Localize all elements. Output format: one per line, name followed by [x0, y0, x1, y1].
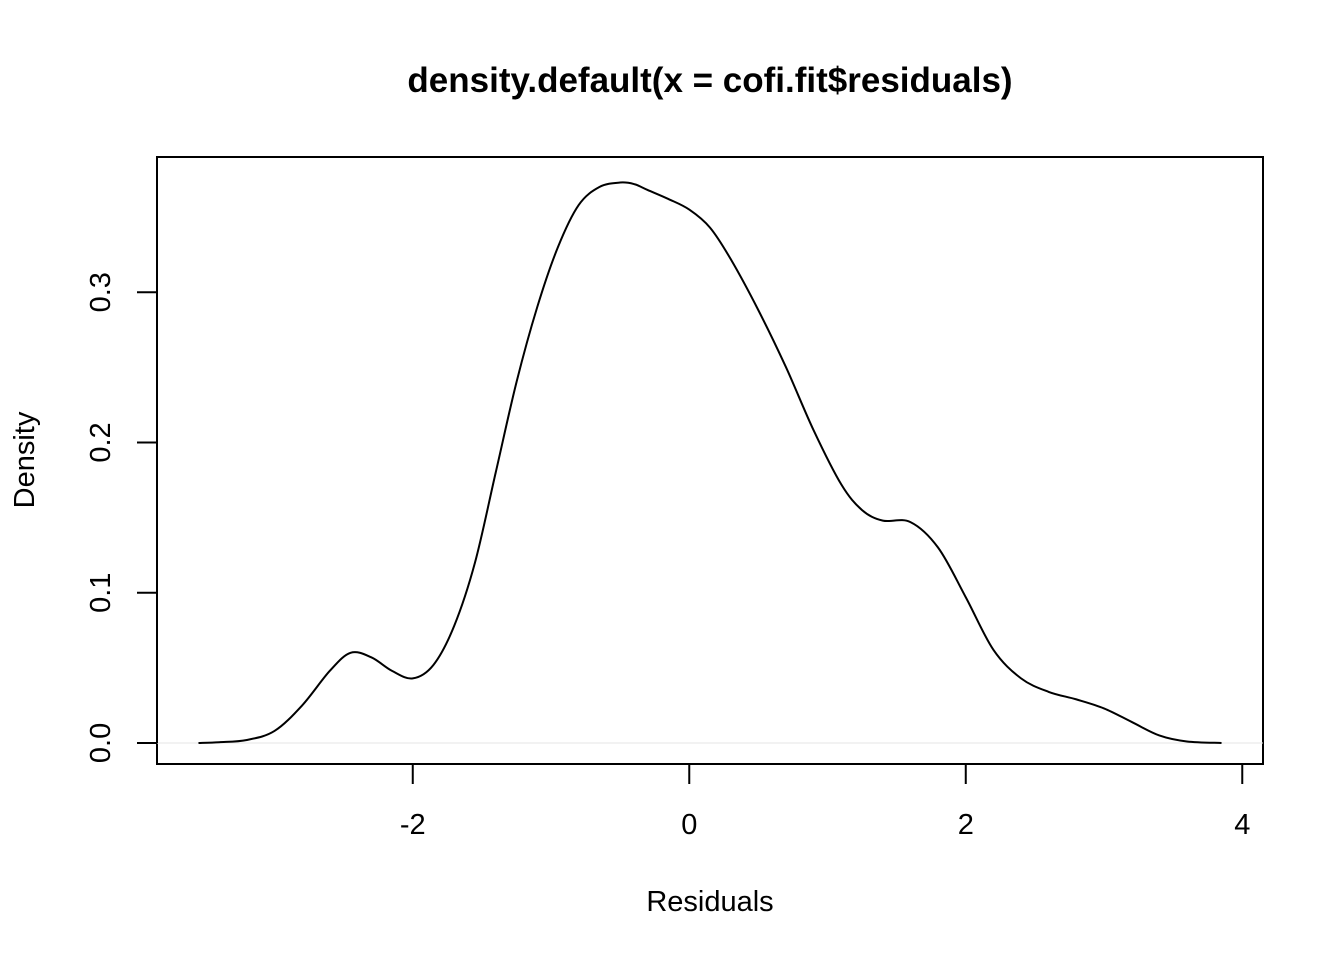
y-tick-label: 0.2 — [85, 422, 117, 462]
x-tick-label: -2 — [400, 809, 426, 841]
y-tick-label: 0.0 — [85, 723, 117, 763]
y-tick-label: 0.3 — [85, 272, 117, 312]
chart-title: density.default(x = cofi.fit$residuals) — [407, 61, 1012, 100]
x-axis: -2 0 2 4 — [400, 763, 1250, 841]
x-tick-label: 0 — [681, 809, 697, 841]
series-layer — [198, 181, 1222, 744]
x-axis-label: Residuals — [646, 886, 773, 918]
x-tick-label: 2 — [958, 809, 974, 841]
y-axis-label: Density — [9, 411, 41, 508]
y-tick-label: 0.1 — [85, 573, 117, 613]
y-axis: 0.0 0.1 0.2 0.3 — [85, 272, 158, 763]
plot-frame — [156, 156, 1264, 765]
density-curve — [198, 181, 1222, 744]
x-tick-label: 4 — [1234, 809, 1250, 841]
